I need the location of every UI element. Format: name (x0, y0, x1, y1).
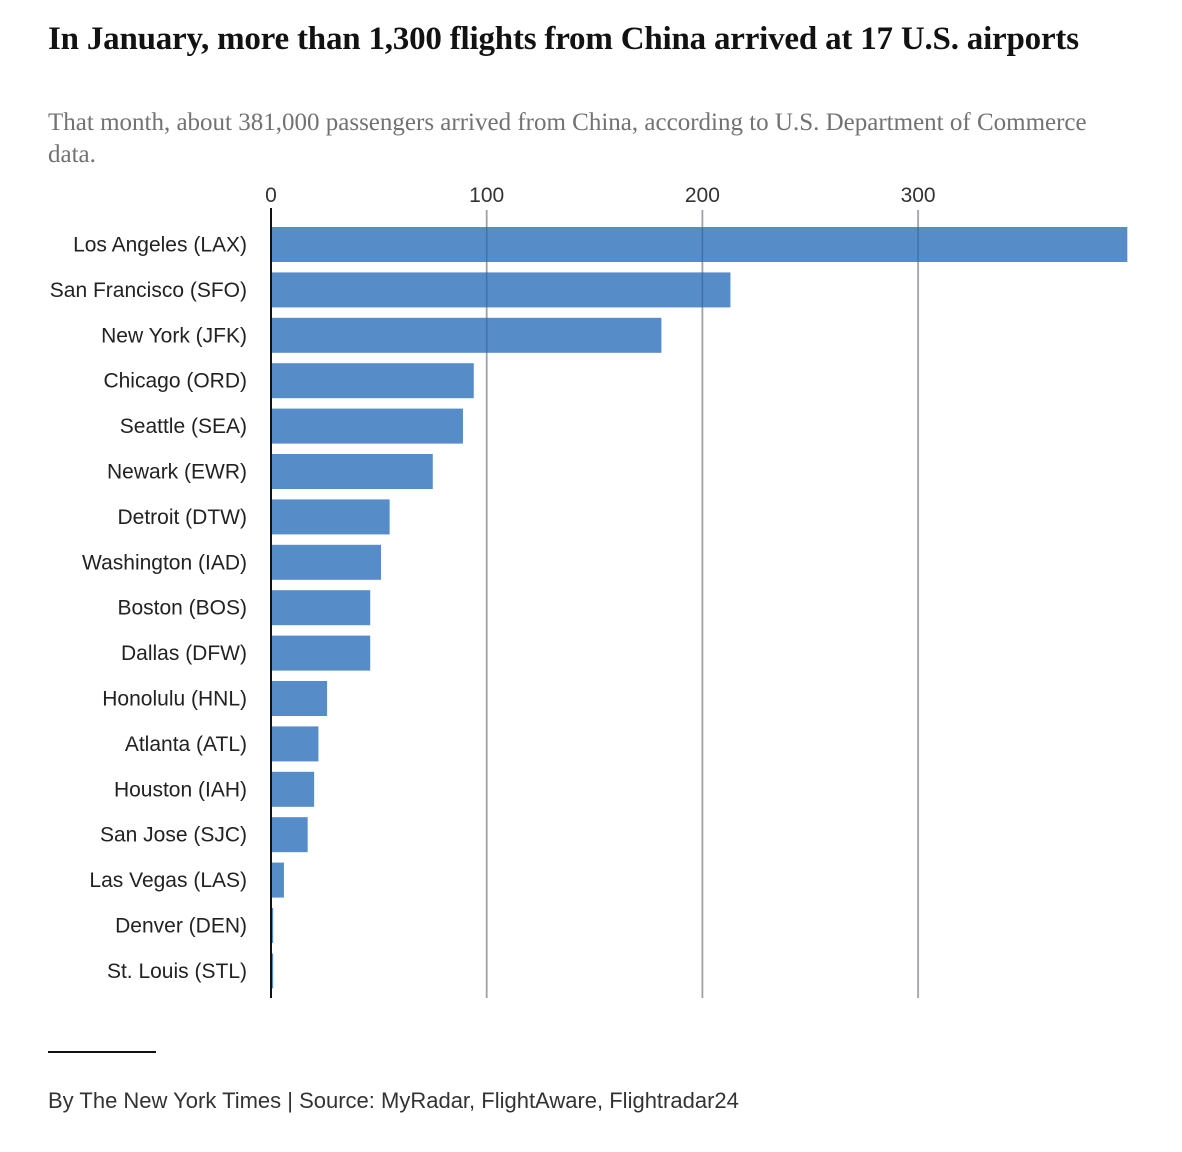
bar-16 (271, 953, 274, 989)
bar-15 (271, 908, 274, 943)
bar-14 (271, 862, 284, 898)
category-label-7: Washington (IAD) (82, 551, 247, 574)
category-label-16: St. Louis (STL) (107, 960, 247, 983)
bar-5 (271, 454, 433, 489)
x-tick-label-100: 100 (469, 184, 504, 207)
source-credit: By The New York Times | Source: MyRadar,… (48, 1088, 739, 1113)
category-label-10: Honolulu (HNL) (102, 688, 247, 711)
bar-11 (271, 726, 319, 762)
category-label-15: Denver (DEN) (115, 915, 247, 938)
category-label-13: San Jose (SJC) (100, 824, 247, 847)
bar-7 (271, 544, 382, 580)
category-label-3: Chicago (ORD) (103, 370, 247, 393)
category-label-8: Boston (BOS) (117, 597, 247, 620)
category-label-2: New York (JFK) (101, 324, 247, 347)
x-tick-label-300: 300 (901, 184, 936, 207)
footer-rule (48, 1051, 156, 1053)
category-label-12: Houston (IAH) (114, 778, 247, 801)
category-label-9: Dallas (DFW) (121, 642, 247, 665)
bar-10 (271, 681, 328, 716)
category-label-11: Atlanta (ATL) (125, 733, 247, 756)
bar-12 (271, 771, 315, 807)
x-tick-label-0: 0 (265, 184, 277, 207)
chart-title: In January, more than 1,300 flights from… (48, 21, 1079, 57)
category-label-4: Seattle (SEA) (120, 415, 247, 438)
category-label-6: Detroit (DTW) (118, 506, 248, 529)
bar-4 (271, 408, 463, 444)
bar-6 (271, 499, 390, 535)
bar-0 (271, 227, 1128, 262)
category-label-0: Los Angeles (LAX) (73, 234, 247, 257)
bar-chart: 0 100 200 300 Los Angeles (LAX) San Francisco… (50, 184, 1128, 998)
bar-2 (271, 317, 662, 353)
chart-subtitle: That month, about 381,000 passengers arr… (48, 109, 1087, 168)
category-label-5: Newark (EWR) (107, 461, 247, 484)
bar-1 (271, 272, 731, 308)
bar-3 (271, 363, 474, 399)
bar-8 (271, 590, 371, 626)
bar-13 (271, 817, 308, 853)
bar-9 (271, 635, 371, 671)
category-label-1: San Francisco (SFO) (50, 279, 247, 302)
x-tick-label-200: 200 (685, 184, 720, 207)
category-label-14: Las Vegas (LAS) (89, 869, 247, 892)
